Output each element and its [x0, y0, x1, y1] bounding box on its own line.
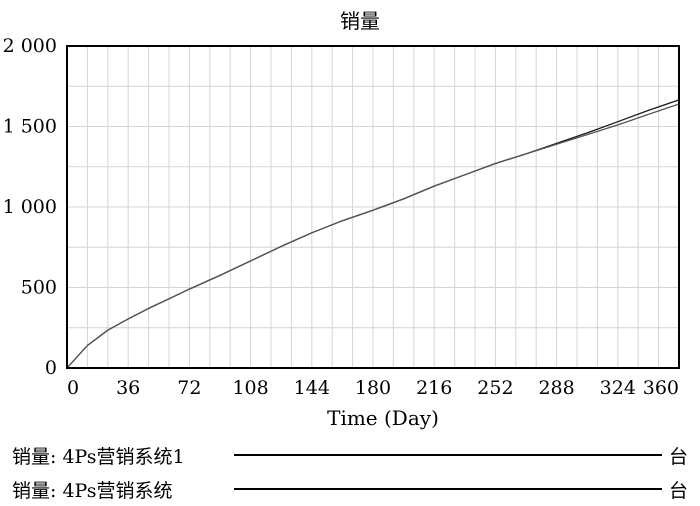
series-lines — [66, 99, 680, 369]
legend-row-1: 销量: 4Ps营销系统1 台 — [12, 442, 688, 468]
legend-line — [234, 488, 662, 490]
y-tick-label: 500 — [21, 277, 57, 299]
x-tick-label: 144 — [294, 377, 330, 399]
legend-line — [234, 454, 662, 456]
y-tick-label: 2 000 — [3, 35, 57, 57]
y-axis-ticks: 0 500 1 000 1 500 2 000 — [3, 35, 57, 379]
legend-unit: 台 — [668, 480, 688, 502]
x-tick-label: 36 — [116, 377, 140, 399]
x-tick-label: 252 — [477, 377, 513, 399]
y-tick-label: 1 000 — [3, 196, 57, 218]
x-tick-label: 288 — [538, 377, 574, 399]
x-tick-label: 72 — [177, 377, 201, 399]
x-tick-label: 360 — [643, 377, 679, 399]
series-line — [66, 103, 680, 369]
grid-lines — [66, 45, 680, 369]
legend-label: 销量: 4Ps营销系统1 — [12, 446, 185, 468]
x-axis-ticks: 0 36 72 108 144 180 216 252 288 324 360 — [67, 377, 679, 399]
legend-unit: 台 — [668, 446, 688, 468]
x-tick-label: 180 — [355, 377, 391, 399]
line-chart: 销量 0 36 72 108 144 180 216 252 288 324 360 0 500 1 0… — [3, 9, 680, 430]
x-tick-label: 324 — [600, 377, 636, 399]
y-tick-label: 0 — [45, 357, 57, 379]
legend-label: 销量: 4Ps营销系统 — [12, 480, 173, 502]
chart-title: 销量 — [340, 9, 380, 33]
x-tick-label: 216 — [416, 377, 452, 399]
legend-row-2: 销量: 4Ps营销系统 台 — [12, 476, 688, 502]
x-tick-label: 108 — [232, 377, 268, 399]
x-axis-label: Time (Day) — [327, 406, 439, 430]
x-tick-label: 0 — [67, 377, 79, 399]
y-tick-label: 1 500 — [3, 116, 57, 138]
plot-frame — [66, 45, 680, 369]
